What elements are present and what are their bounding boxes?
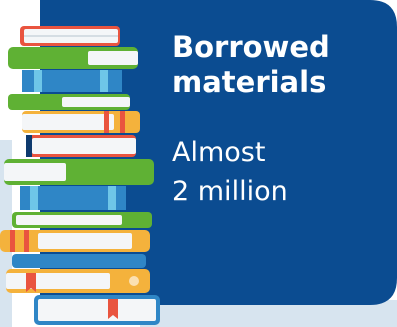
- stat-line-2: 2 million: [172, 176, 288, 207]
- stat-line-1: Almost: [172, 137, 266, 168]
- title: Borrowed materials: [172, 30, 330, 100]
- stat-value: Almost 2 million: [172, 133, 288, 211]
- title-line-1: Borrowed: [172, 30, 330, 64]
- title-line-2: materials: [172, 65, 327, 99]
